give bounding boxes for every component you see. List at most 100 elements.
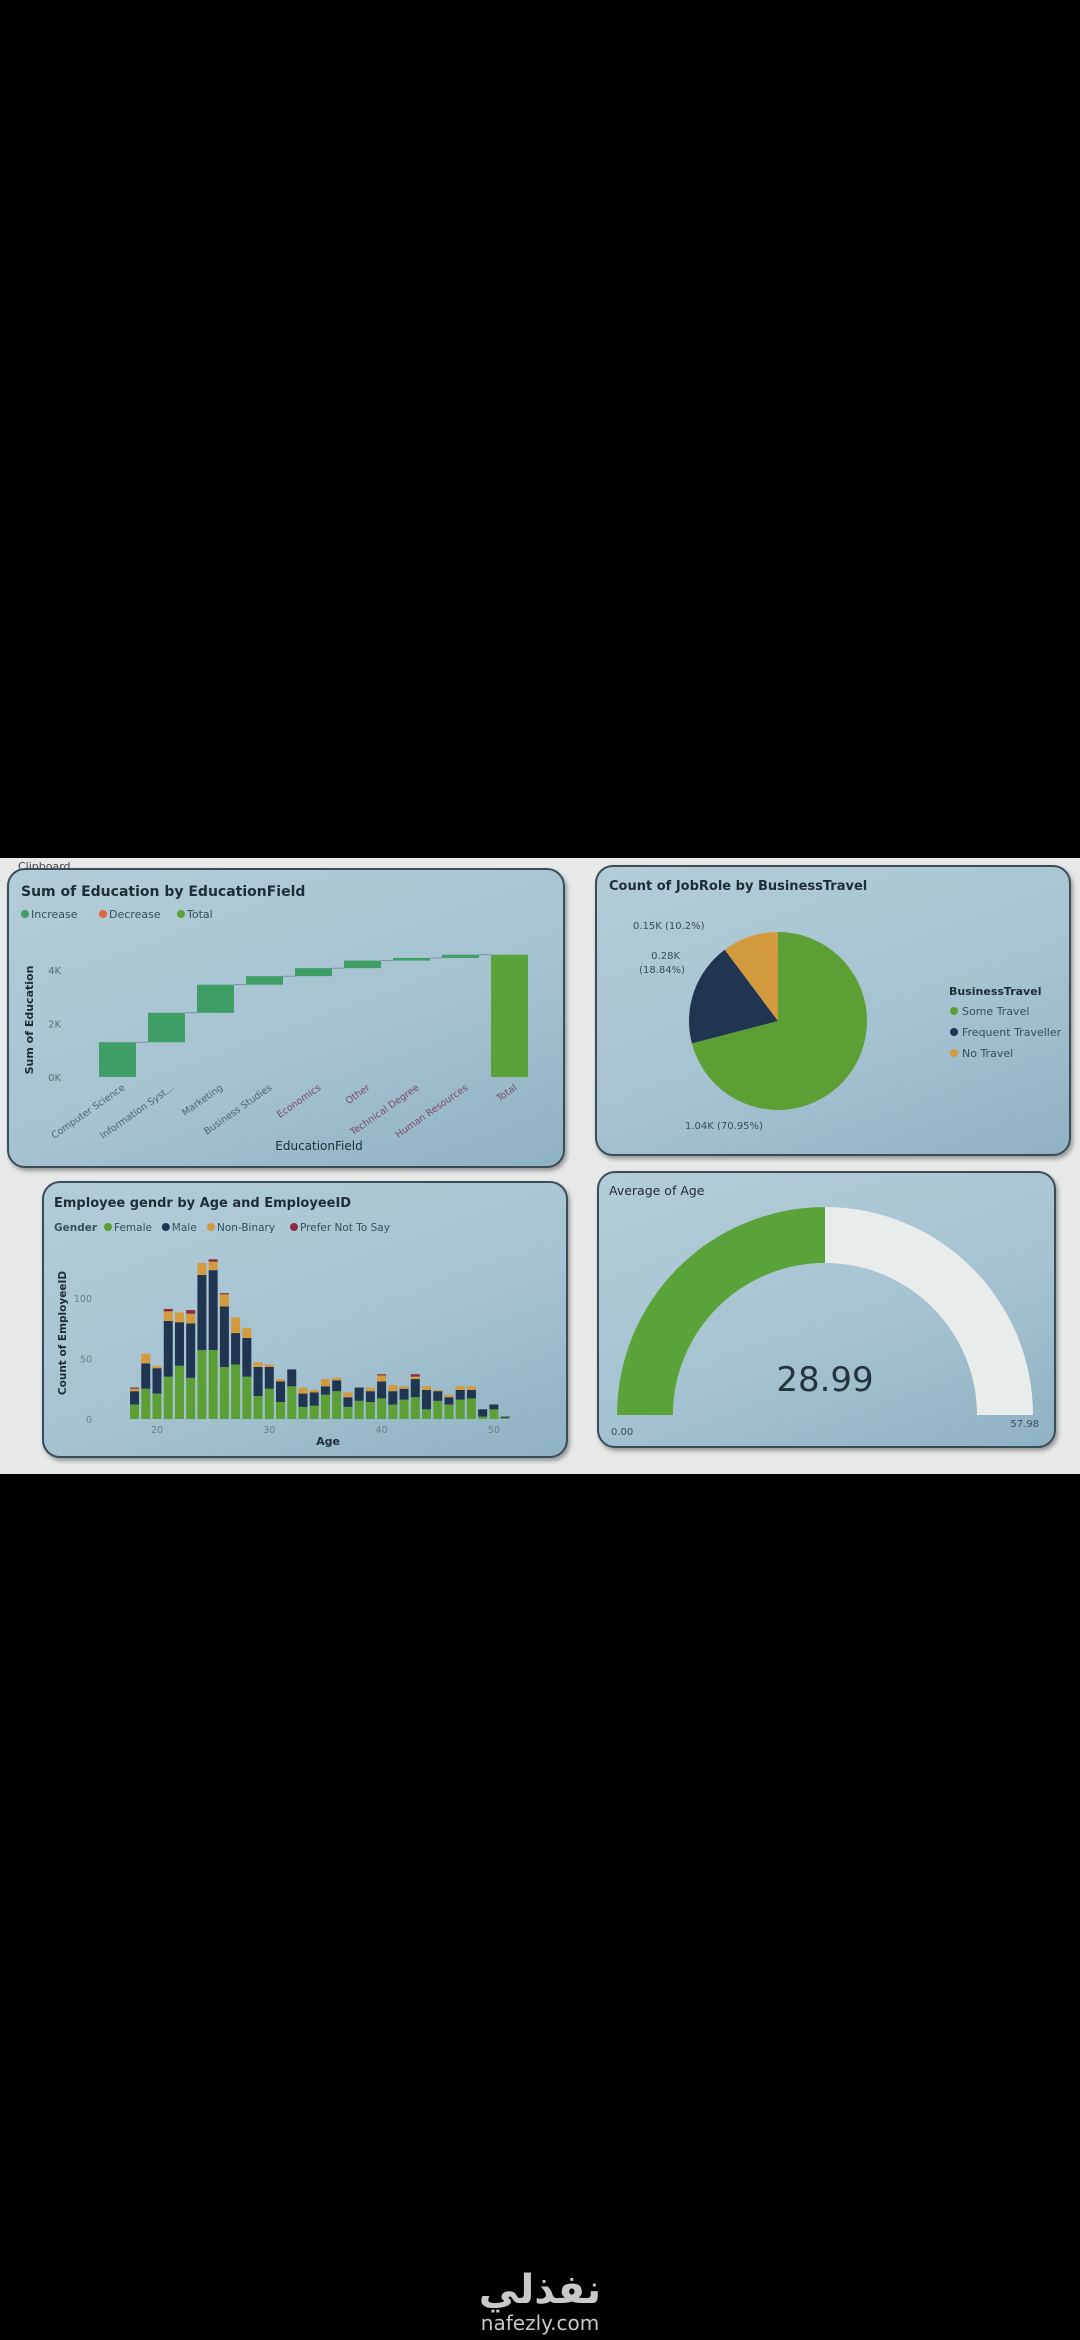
data-label: 1.04K (70.95%) <box>685 1121 763 1132</box>
bar-segment-prefer-not-to-say <box>208 1259 218 1262</box>
waterfall-chart: Sum of Education by EducationField Increa… <box>21 884 528 1153</box>
bar-segment-male <box>130 1391 140 1405</box>
waterfall-bar <box>393 957 430 961</box>
bar-segment-female <box>174 1365 184 1419</box>
watermark-logo: نفذلي nafezly.com <box>440 2268 640 2334</box>
legend-item: Male <box>172 1222 197 1234</box>
bar-segment-male <box>152 1368 162 1394</box>
watermark-arabic: نفذلي <box>478 2267 602 2313</box>
bar-segment-female <box>354 1400 364 1419</box>
bar-segment-male <box>242 1337 252 1377</box>
y-tick-label: 4K <box>48 966 61 977</box>
x-tick-label: 50 <box>488 1425 500 1436</box>
bar-segment-female <box>455 1399 465 1419</box>
bar-segment-non-binary <box>410 1376 420 1380</box>
bar-segment-non-binary <box>231 1317 241 1334</box>
bar-segment-male <box>298 1393 308 1407</box>
waterfall-bar <box>442 954 479 958</box>
bar-segment-female <box>343 1406 353 1419</box>
bar-segment-non-binary <box>276 1379 286 1382</box>
bar-segment-male <box>478 1409 488 1417</box>
waterfall-bar <box>295 968 332 977</box>
gauge-value: 28.99 <box>776 1360 873 1400</box>
waterfall-bar <box>197 984 234 1013</box>
watermark-site: nafezly.com <box>480 2311 600 2335</box>
bar-segment-prefer-not-to-say <box>377 1374 387 1376</box>
pie-slice-no-travel <box>724 932 778 1021</box>
pie-chart: Count of JobRole by BusinessTravel 0.15K … <box>609 879 1062 1132</box>
bar-segment-male <box>466 1389 476 1399</box>
bar-segment-male <box>264 1366 274 1389</box>
bar-segment-male <box>410 1379 420 1398</box>
bar-segment-male <box>365 1391 375 1403</box>
bar-segment-prefer-not-to-say <box>410 1374 420 1377</box>
bar-segment-non-binary <box>219 1294 229 1307</box>
bar-segment-male <box>399 1388 409 1400</box>
bar-segment-non-binary <box>298 1387 308 1394</box>
bar-segment-non-binary <box>197 1262 207 1276</box>
bar-segment-male <box>377 1381 387 1399</box>
legend-item: Some Travel <box>962 1005 1029 1018</box>
bar-segment-female <box>410 1397 420 1419</box>
bar-segment-prefer-not-to-say <box>186 1310 196 1314</box>
bar-segment-female <box>276 1402 286 1419</box>
waterfall-bar <box>246 976 283 985</box>
bar-segment-female <box>444 1404 454 1419</box>
bar-segment-female <box>489 1409 499 1419</box>
bar-segment-female <box>377 1398 387 1419</box>
bar-segment-female <box>298 1406 308 1419</box>
bar-segment-non-binary <box>422 1386 432 1390</box>
stacked-bar-chart-panel[interactable]: Employee gendr by Age and EmployeeID Gend… <box>42 1181 568 1458</box>
bar-segment-non-binary <box>320 1379 330 1387</box>
bar-segment-male <box>287 1369 297 1387</box>
bar-segment-female <box>433 1400 443 1419</box>
legend-item: Non-Binary <box>217 1222 275 1234</box>
bar-segment-female <box>320 1394 330 1419</box>
data-label: 0.15K (10.2%) <box>633 921 705 932</box>
bar-segment-female <box>253 1396 263 1419</box>
y-tick-label: 0 <box>86 1415 92 1426</box>
bar-segment-female <box>466 1398 476 1419</box>
bar-segment-male <box>141 1363 151 1389</box>
bar-segment-non-binary <box>332 1377 342 1381</box>
data-label: (18.84%) <box>639 965 685 976</box>
legend-marker <box>99 910 107 918</box>
bar-segment-male <box>500 1416 510 1418</box>
legend-item: No Travel <box>962 1047 1013 1060</box>
bar-segment-male <box>433 1391 443 1401</box>
bar-segment-female <box>141 1388 151 1419</box>
legend-item: Total <box>186 908 213 921</box>
bar-segment-female <box>186 1377 196 1419</box>
bar-segment-female <box>309 1405 319 1419</box>
bar-segment-non-binary <box>253 1362 263 1367</box>
waterfall-bar <box>99 1042 136 1077</box>
bar-segment-female <box>264 1388 274 1419</box>
legend-item: Female <box>114 1222 152 1234</box>
gauge-panel[interactable]: Average of Age 28.99 0.00 57.98 <box>597 1171 1056 1448</box>
bar-segment-female <box>231 1364 241 1419</box>
legend-marker <box>950 1028 958 1036</box>
data-label: 0.28K <box>651 951 680 962</box>
bar-segment-female <box>242 1376 252 1419</box>
bar-segment-female <box>399 1399 409 1419</box>
bar-segment-non-binary <box>163 1311 173 1321</box>
chart-title: Average of Age <box>609 1183 705 1198</box>
pie-chart-panel[interactable]: Count of JobRole by BusinessTravel 0.15K … <box>595 865 1071 1156</box>
bar-segment-female <box>478 1416 488 1419</box>
bar-segment-male <box>309 1392 319 1406</box>
bar-segment-non-binary <box>444 1394 454 1398</box>
bar-segment-male <box>388 1391 398 1405</box>
bar-segment-male <box>163 1320 173 1377</box>
x-tick-label: Marketing <box>180 1082 225 1118</box>
bar-segment-non-binary <box>264 1364 274 1367</box>
bar-segment-non-binary <box>399 1386 409 1389</box>
legend-item: Decrease <box>109 908 161 921</box>
bar-segment-non-binary <box>141 1353 151 1364</box>
waterfall-chart-panel[interactable]: Sum of Education by EducationField Increa… <box>7 868 565 1168</box>
legend-marker <box>21 910 29 918</box>
bar-segment-female <box>152 1393 162 1419</box>
bar-segment-non-binary <box>377 1375 387 1382</box>
x-axis-label: EducationField <box>275 1139 362 1153</box>
bar-segment-non-binary <box>174 1312 184 1323</box>
y-tick-label: 2K <box>48 1020 61 1031</box>
